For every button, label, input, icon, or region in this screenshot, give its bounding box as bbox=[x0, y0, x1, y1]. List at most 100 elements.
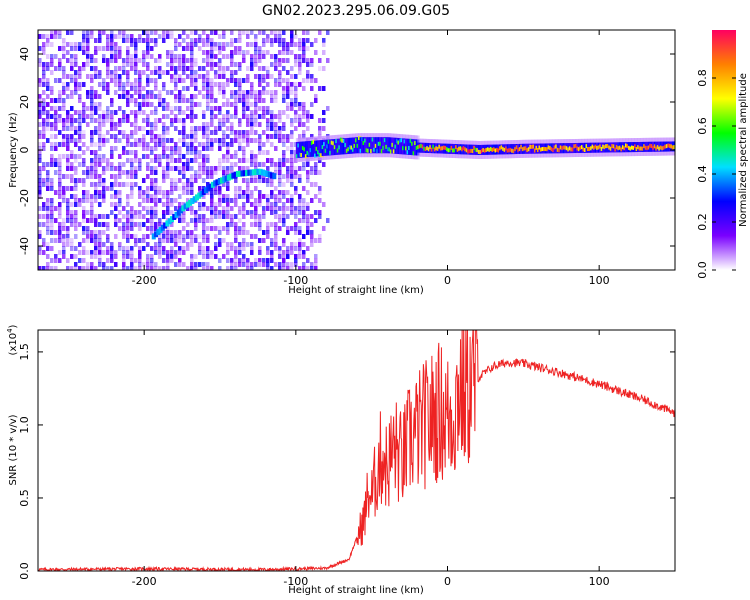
heatmap-cell bbox=[178, 262, 182, 267]
heatmap-cell bbox=[94, 58, 98, 63]
heatmap-cell bbox=[118, 174, 122, 179]
heatmap-cell bbox=[114, 90, 118, 95]
heatmap-cell bbox=[194, 30, 198, 35]
heatmap-cell bbox=[58, 222, 62, 227]
heatmap-cell bbox=[66, 214, 70, 219]
heatmap-cell bbox=[74, 194, 78, 199]
heatmap-cell bbox=[202, 170, 206, 175]
heatmap-cell bbox=[126, 238, 130, 243]
heatmap-cell bbox=[74, 166, 78, 171]
heatmap-cell bbox=[74, 178, 78, 183]
snr-y-tick-label: 0.0 bbox=[18, 562, 31, 580]
heatmap-cell bbox=[192, 196, 197, 203]
heatmap-cell bbox=[58, 106, 62, 111]
heatmap-cell bbox=[278, 162, 282, 167]
heatmap-cell bbox=[38, 166, 42, 171]
heatmap-cell bbox=[150, 226, 154, 231]
heatmap-cell bbox=[114, 190, 118, 195]
heatmap-cell bbox=[90, 74, 94, 79]
heatmap-cell bbox=[66, 138, 70, 143]
heatmap-cell bbox=[222, 86, 226, 91]
heatmap-cell bbox=[234, 130, 238, 135]
heatmap-cell bbox=[146, 262, 150, 267]
heatmap-cell bbox=[246, 142, 250, 147]
heatmap-cell bbox=[262, 42, 266, 47]
heatmap-cell bbox=[74, 46, 78, 51]
heatmap-cell bbox=[126, 214, 130, 219]
heatmap-cell bbox=[302, 198, 306, 203]
heatmap-cell bbox=[50, 238, 54, 243]
heatmap-cell bbox=[238, 38, 242, 43]
heatmap-cell bbox=[290, 262, 294, 267]
heatmap-cell bbox=[134, 86, 138, 91]
heatmap-cell bbox=[98, 158, 102, 163]
heatmap-cell bbox=[118, 190, 122, 195]
heatmap-cell bbox=[98, 30, 102, 35]
heatmap-cell bbox=[130, 162, 134, 167]
heatmap-cell bbox=[122, 38, 126, 43]
heatmap-cell bbox=[278, 250, 282, 255]
heatmap-cell bbox=[206, 98, 210, 103]
heatmap-cell bbox=[238, 50, 242, 55]
heatmap-cell bbox=[78, 74, 82, 79]
heatmap-cell bbox=[234, 186, 238, 191]
heatmap-cell bbox=[70, 106, 74, 111]
heatmap-cell bbox=[218, 214, 222, 219]
heatmap-cell bbox=[50, 246, 54, 251]
heatmap-cell bbox=[82, 158, 86, 163]
heatmap-cell bbox=[82, 266, 86, 270]
heatmap-cell bbox=[70, 222, 74, 227]
heatmap-cell bbox=[222, 102, 226, 107]
heatmap-cell bbox=[282, 86, 286, 91]
heatmap-cell bbox=[246, 134, 250, 139]
heatmap-cell bbox=[146, 266, 150, 270]
heatmap-cell bbox=[162, 174, 166, 179]
heatmap-cell bbox=[254, 186, 258, 191]
heatmap-cell bbox=[190, 78, 194, 83]
heatmap-cell bbox=[210, 82, 214, 87]
heatmap-cell bbox=[162, 246, 166, 251]
heatmap-cell bbox=[266, 134, 270, 139]
heatmap-cell bbox=[154, 182, 158, 187]
heatmap-cell bbox=[206, 206, 210, 211]
heatmap-cell bbox=[226, 194, 230, 199]
heatmap-cell bbox=[270, 238, 274, 243]
heatmap-cell bbox=[254, 158, 258, 163]
heatmap-cell bbox=[258, 106, 262, 111]
heatmap-cell bbox=[138, 186, 142, 191]
heatmap-cell bbox=[114, 250, 118, 255]
heatmap-cell bbox=[146, 154, 150, 159]
heatmap-cell bbox=[298, 194, 302, 199]
heatmap-cell bbox=[150, 214, 154, 219]
heatmap-cell bbox=[230, 38, 234, 43]
heatmap-cell bbox=[270, 242, 274, 247]
heatmap-cell bbox=[274, 206, 278, 211]
heatmap-cell bbox=[218, 238, 222, 243]
heatmap-cell bbox=[66, 206, 70, 211]
heatmap-cell bbox=[278, 194, 282, 199]
heatmap-cell bbox=[54, 218, 58, 223]
heatmap-cell bbox=[134, 70, 138, 75]
heatmap-cell bbox=[250, 266, 254, 270]
heatmap-cell bbox=[246, 178, 250, 183]
heatmap-cell bbox=[208, 183, 213, 190]
heatmap-cell bbox=[174, 106, 178, 111]
heatmap-cell bbox=[254, 50, 258, 55]
heatmap-cell bbox=[70, 194, 74, 199]
heatmap-cell bbox=[134, 46, 138, 51]
heatmap-cell bbox=[110, 74, 114, 79]
heatmap-cell bbox=[46, 222, 50, 227]
heatmap-cell bbox=[62, 154, 66, 159]
heatmap-cell bbox=[266, 194, 270, 199]
heatmap-cell bbox=[222, 254, 226, 259]
heatmap-cell bbox=[102, 262, 106, 267]
heatmap-cell bbox=[114, 70, 118, 75]
heatmap-cell bbox=[234, 110, 238, 115]
heatmap-cell bbox=[274, 214, 278, 219]
heatmap-cell bbox=[266, 222, 270, 227]
heatmap-cell bbox=[42, 70, 46, 75]
heatmap-cell bbox=[310, 198, 314, 203]
heatmap-cell bbox=[90, 194, 94, 199]
heatmap-cell bbox=[162, 230, 166, 235]
heatmap-cell bbox=[86, 34, 90, 39]
